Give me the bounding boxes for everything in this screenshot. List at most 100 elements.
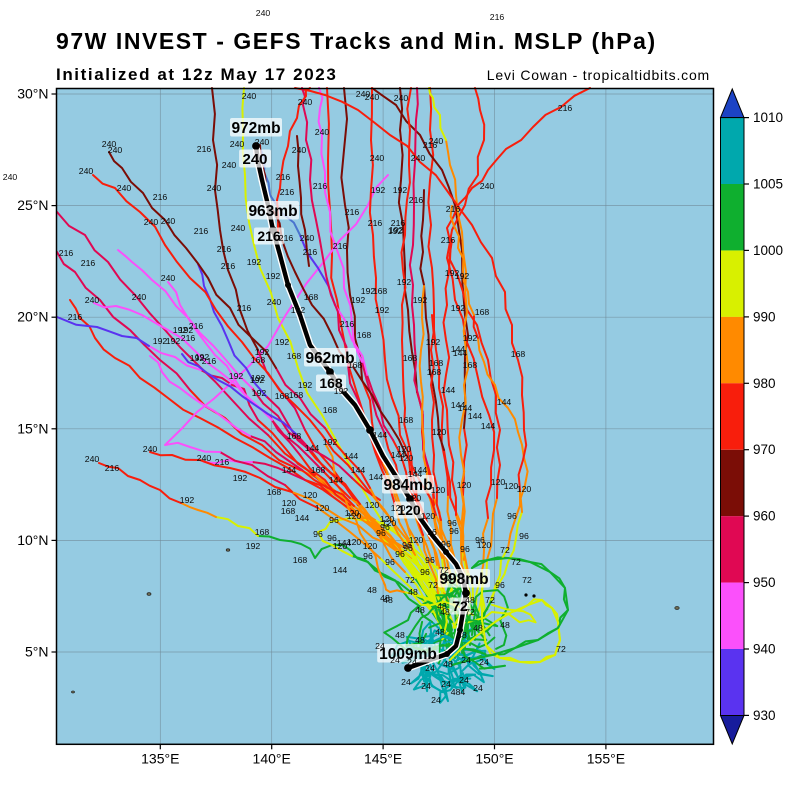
svg-text:5°N: 5°N [25,644,49,660]
svg-text:240: 240 [108,145,123,155]
svg-text:96: 96 [395,549,405,559]
svg-text:48: 48 [415,635,425,645]
svg-text:120: 120 [363,541,378,551]
svg-text:72: 72 [439,565,449,575]
svg-text:96: 96 [447,518,457,528]
svg-text:192: 192 [180,495,195,505]
svg-text:192: 192 [190,353,205,363]
svg-text:1010: 1010 [753,110,783,125]
svg-text:192: 192 [275,337,290,347]
svg-text:24: 24 [473,683,483,693]
svg-text:24: 24 [390,655,400,665]
svg-text:144: 144 [451,344,466,354]
svg-text:120: 120 [345,508,360,518]
svg-text:168: 168 [357,330,372,340]
svg-text:120: 120 [407,493,422,503]
svg-text:240: 240 [231,223,246,233]
svg-text:120: 120 [315,503,330,513]
svg-text:240: 240 [356,89,371,99]
svg-text:192: 192 [251,373,266,383]
svg-text:240: 240 [161,273,176,283]
svg-text:168: 168 [463,360,478,370]
svg-text:168: 168 [311,465,326,475]
svg-text:168: 168 [373,286,388,296]
svg-text:96: 96 [507,511,517,521]
svg-text:96: 96 [376,528,386,538]
svg-text:970: 970 [753,442,776,457]
svg-text:1000: 1000 [753,243,783,258]
svg-text:120: 120 [303,490,318,500]
svg-text:25°N: 25°N [17,197,48,213]
svg-text:96: 96 [460,544,470,554]
svg-text:240: 240 [480,181,495,191]
svg-text:Levi Cowan - tropicaltidbits.c: Levi Cowan - tropicaltidbits.com [487,67,710,83]
svg-text:192: 192 [334,386,349,396]
svg-text:240: 240 [242,91,257,101]
svg-text:216: 216 [280,187,295,197]
svg-text:240: 240 [143,444,158,454]
svg-text:192: 192 [298,380,313,390]
svg-text:940: 940 [753,642,776,657]
svg-text:216: 216 [153,192,168,202]
svg-text:24: 24 [425,663,435,673]
svg-text:120: 120 [477,540,492,550]
svg-text:24: 24 [431,695,441,705]
svg-text:960: 960 [753,509,776,524]
svg-text:168: 168 [251,355,266,365]
svg-text:168: 168 [403,353,418,363]
svg-text:1009mb: 1009mb [379,646,437,663]
svg-text:144: 144 [497,397,512,407]
svg-text:168: 168 [289,390,304,400]
svg-text:216: 216 [217,244,232,254]
svg-text:998mb: 998mb [439,571,488,588]
svg-text:240: 240 [370,153,385,163]
svg-text:216: 216 [197,144,212,154]
svg-text:950: 950 [753,575,776,590]
svg-text:144: 144 [451,400,466,410]
svg-text:24: 24 [375,641,385,651]
svg-text:168: 168 [275,391,290,401]
svg-text:120: 120 [397,502,421,518]
svg-text:72: 72 [465,607,475,617]
svg-text:192: 192 [375,305,390,315]
svg-text:240: 240 [242,151,267,168]
svg-text:48: 48 [435,627,445,637]
svg-text:168: 168 [293,555,308,565]
svg-text:240: 240 [85,295,100,305]
svg-text:168: 168 [475,307,490,317]
svg-text:48: 48 [415,605,425,615]
svg-text:216: 216 [490,12,505,22]
svg-text:96: 96 [427,527,437,537]
svg-text:96: 96 [425,555,435,565]
svg-text:48: 48 [380,593,390,603]
svg-text:216: 216 [81,258,96,268]
svg-text:96: 96 [402,540,412,550]
svg-text:240: 240 [207,183,222,193]
svg-text:216: 216 [221,261,236,271]
svg-text:980: 980 [753,376,776,391]
svg-text:144: 144 [333,565,348,575]
svg-text:240: 240 [315,127,330,137]
svg-text:168: 168 [304,292,319,302]
svg-text:72: 72 [522,575,532,585]
svg-text:216: 216 [194,226,209,236]
svg-text:120: 120 [397,444,412,454]
svg-text:240: 240 [3,172,18,182]
svg-text:192: 192 [445,268,460,278]
svg-text:192: 192 [247,257,262,267]
svg-text:48: 48 [367,585,377,595]
svg-text:168: 168 [427,367,442,377]
svg-text:72: 72 [442,573,452,583]
svg-text:144: 144 [373,430,388,440]
svg-text:145°E: 145°E [364,750,402,766]
svg-text:963mb: 963mb [248,203,297,220]
svg-text:96: 96 [449,526,459,536]
svg-text:155°E: 155°E [587,750,625,766]
svg-text:216: 216 [340,319,355,329]
svg-text:216: 216 [313,181,328,191]
svg-text:48: 48 [408,587,418,597]
svg-text:144: 144 [441,385,456,395]
svg-text:216: 216 [202,356,217,366]
svg-text:240: 240 [161,216,176,226]
svg-text:120: 120 [347,537,362,547]
